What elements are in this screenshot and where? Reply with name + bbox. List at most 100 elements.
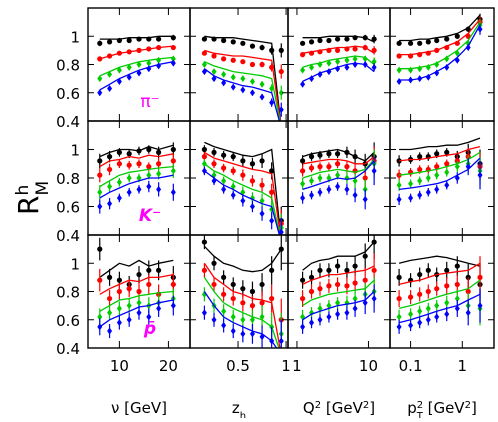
panel (300, 235, 377, 334)
data-point (146, 267, 152, 273)
data-point (371, 47, 377, 53)
data-point (454, 174, 460, 182)
data-point (201, 154, 208, 160)
data-point (278, 337, 284, 345)
data-point (326, 267, 332, 273)
x-axis-label: zh (232, 399, 246, 418)
data-point (107, 183, 113, 191)
data-point (146, 313, 152, 321)
model-line (99, 165, 174, 188)
data-point (334, 161, 341, 167)
data-point (221, 274, 227, 280)
data-point (334, 263, 341, 269)
data-point (465, 44, 471, 52)
data-point (278, 106, 284, 114)
data-point (107, 200, 113, 208)
data-point (334, 281, 341, 288)
data-point (352, 46, 358, 52)
data-point (156, 36, 162, 42)
data-point (408, 180, 414, 188)
data-point (221, 56, 227, 62)
data-point (344, 36, 350, 42)
data-point (417, 154, 423, 160)
data-point (454, 295, 460, 303)
data-point (344, 149, 350, 155)
data-point (425, 267, 431, 273)
data-point (259, 93, 265, 101)
y-tick-label: 0.4 (56, 227, 80, 245)
data-point (107, 70, 113, 78)
data-point (116, 161, 122, 167)
data-point (317, 267, 323, 273)
data-point (371, 58, 377, 66)
data-point (146, 281, 152, 288)
model-line (203, 245, 282, 273)
data-point (417, 75, 423, 83)
data-point (352, 35, 358, 41)
data-point (308, 39, 315, 45)
data-point (417, 191, 423, 199)
data-point (97, 188, 103, 196)
data-point (407, 40, 414, 46)
data-point (308, 154, 315, 160)
data-point (300, 295, 306, 302)
data-point (278, 68, 284, 75)
data-point (126, 286, 132, 292)
data-point (126, 302, 132, 310)
data-point (106, 274, 113, 280)
data-point (344, 63, 350, 71)
label-part: T (416, 411, 424, 419)
data-point (326, 164, 332, 170)
data-point (106, 154, 113, 160)
data-point (477, 302, 483, 310)
data-point (300, 194, 306, 202)
data-point (116, 194, 122, 202)
data-point (269, 99, 275, 107)
data-point (116, 77, 122, 85)
x-tick-label: 1 (458, 357, 468, 375)
data-point (211, 149, 217, 155)
data-point (309, 191, 315, 199)
data-point (317, 286, 323, 292)
data-point (444, 149, 450, 155)
data-point (170, 59, 176, 67)
y-tick-label: 0.6 (56, 85, 80, 103)
panel (396, 13, 483, 85)
data-point (300, 180, 306, 188)
data-point (170, 44, 176, 51)
data-point (362, 44, 368, 51)
data-point (308, 274, 315, 280)
label-part: [GeV (423, 399, 465, 417)
data-point (335, 183, 341, 191)
data-point (417, 319, 423, 327)
x-tick-label: 10 (359, 357, 378, 375)
data-point (116, 37, 122, 44)
data-point (300, 158, 306, 164)
model-line (204, 151, 281, 235)
model-line (398, 255, 481, 267)
data-point (309, 319, 315, 327)
data-point (201, 167, 207, 175)
data-point (259, 281, 265, 288)
data-point (201, 61, 207, 68)
data-point (269, 64, 275, 70)
y-tick-label: 1 (70, 142, 80, 160)
model-line (203, 262, 281, 348)
data-point (221, 307, 227, 315)
data-point (477, 171, 483, 179)
data-point (309, 177, 315, 185)
data-point (425, 316, 431, 324)
panel (300, 34, 377, 88)
data-point (344, 56, 350, 64)
data-point (454, 33, 460, 39)
data-point (106, 166, 113, 173)
data-point (335, 310, 341, 318)
data-point (116, 304, 122, 312)
data-point (240, 75, 246, 83)
data-point (308, 288, 315, 295)
data-point (417, 177, 423, 185)
data-point (259, 44, 265, 51)
model-line (204, 68, 281, 121)
x-axis-label: p2 T [GeV2] (407, 399, 477, 418)
